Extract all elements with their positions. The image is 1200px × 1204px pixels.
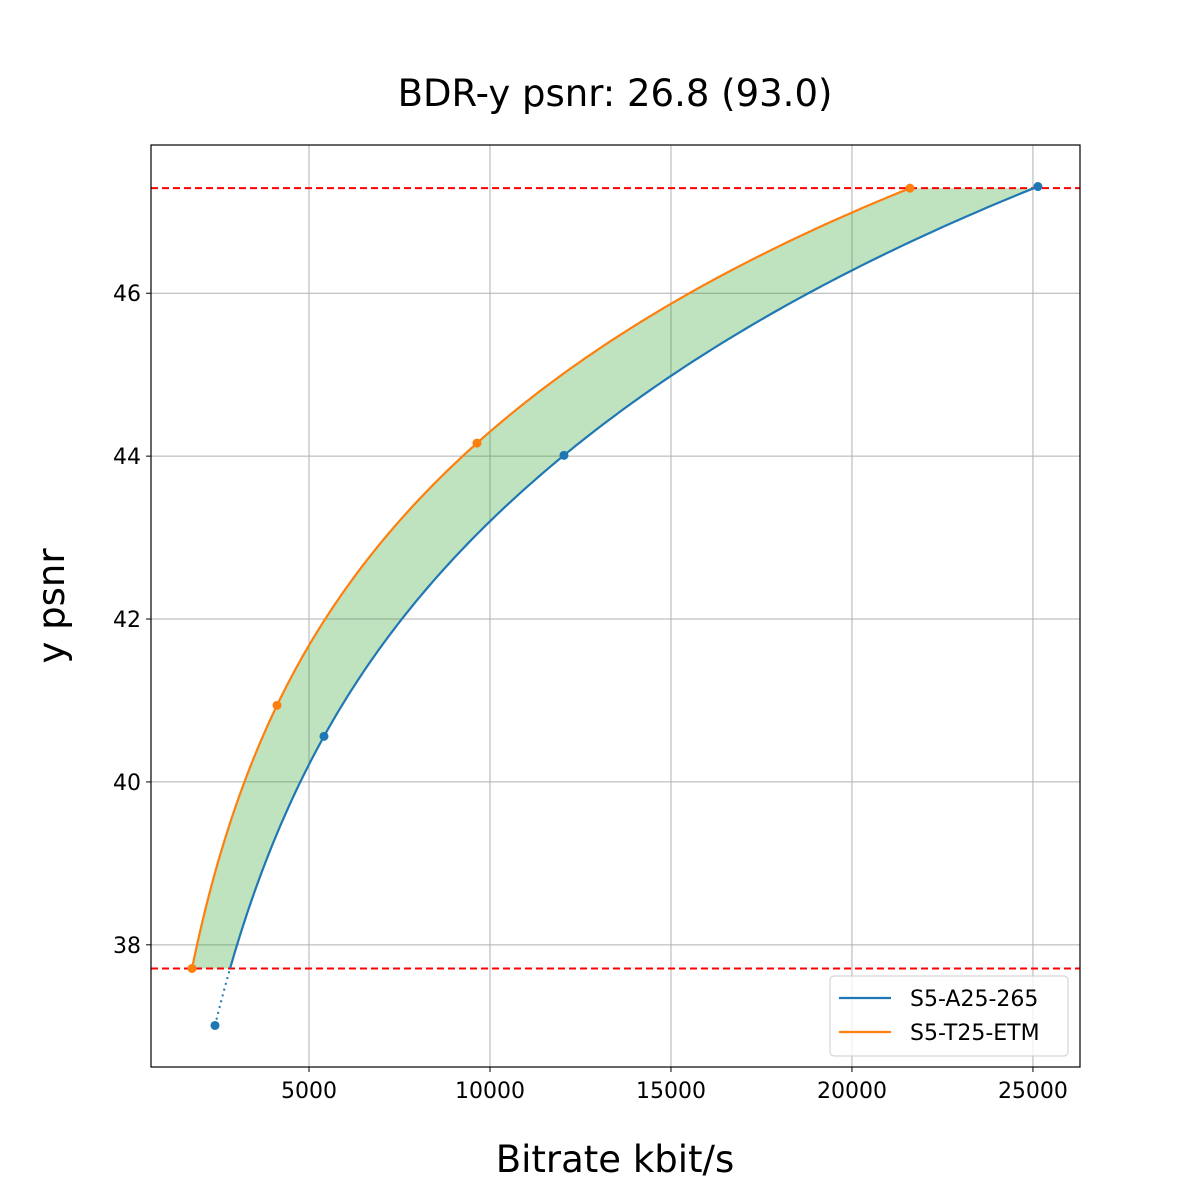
x-tick-label: 15000 — [636, 1079, 706, 1104]
legend-label: S5-T25-ETM — [910, 1021, 1040, 1046]
data-point-S5-T25-ETM — [905, 183, 915, 193]
y-tick-label: 44 — [113, 445, 141, 470]
series-line-S5-T25-ETM — [190, 187, 911, 969]
x-tick-label: 20000 — [817, 1079, 887, 1104]
plot-frame — [150, 144, 1081, 1068]
y-axis-label: y psnr — [30, 548, 73, 664]
data-point-S5-A25-265 — [210, 1020, 220, 1030]
data-point-S5-T25-ETM — [272, 700, 282, 710]
y-tick-label: 42 — [113, 608, 141, 633]
series-lines — [190, 185, 1039, 1026]
x-tick-label: 25000 — [998, 1079, 1068, 1104]
y-tick-label: 40 — [113, 771, 141, 796]
data-point-S5-A25-265 — [559, 450, 569, 460]
series-line-S5-A25-265 — [229, 187, 1035, 969]
series-points — [187, 182, 1043, 1030]
data-point-S5-T25-ETM — [187, 963, 197, 973]
chart-title: BDR-y psnr: 26.8 (93.0) — [398, 72, 833, 115]
y-tick-label: 38 — [113, 934, 141, 959]
grid — [151, 145, 1080, 1067]
data-point-S5-T25-ETM — [472, 438, 482, 448]
x-axis-label: Bitrate kbit/s — [496, 1138, 735, 1181]
fill-between-area — [192, 188, 1034, 969]
y-tick-label: 46 — [113, 282, 141, 307]
legend-box — [829, 975, 1069, 1057]
series-extrapolation-S5-A25-265 — [214, 968, 232, 1026]
legend: S5-A25-265 S5-T25-ETM — [829, 975, 1069, 1057]
reference-lines — [151, 187, 1080, 970]
legend-label: S5-A25-265 — [910, 987, 1038, 1012]
x-tick-label: 10000 — [455, 1079, 525, 1104]
data-point-S5-A25-265 — [319, 731, 329, 741]
ticks: 5000 10000 15000 20000 25000 38 40 42 44 46 — [113, 282, 1068, 1104]
fill-area — [192, 188, 1034, 969]
x-tick-label: 5000 — [281, 1079, 337, 1104]
data-point-S5-A25-265 — [1033, 182, 1043, 192]
